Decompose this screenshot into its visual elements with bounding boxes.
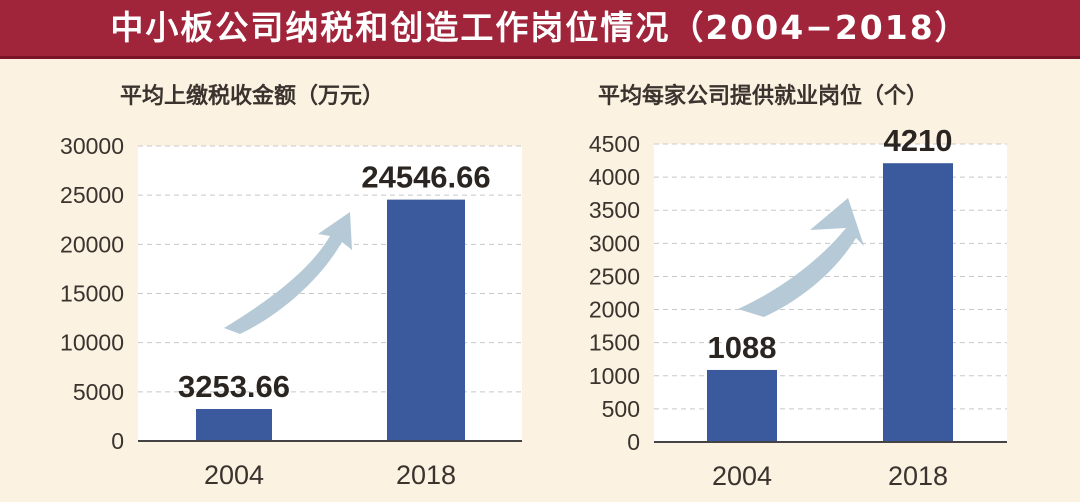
y-tick-label: 1500 — [589, 330, 640, 356]
y-tick-label: 1000 — [589, 363, 640, 389]
y-tick-label: 20000 — [60, 231, 124, 257]
y-tick-label: 5000 — [73, 379, 124, 405]
y-tick-label: 4000 — [589, 164, 640, 190]
y-tick-label: 2000 — [589, 297, 640, 323]
y-tick-label: 10000 — [60, 330, 124, 356]
y-tick-label: 15000 — [60, 281, 124, 307]
growth-arrow-icon — [738, 198, 864, 317]
y-tick-label: 3000 — [589, 230, 640, 256]
y-tick-label: 0 — [627, 429, 640, 455]
chart-1-title: 平均上缴税收金额（万元） — [120, 84, 385, 109]
x-tick-label: 2018 — [888, 461, 948, 491]
y-tick-label: 3500 — [589, 197, 640, 223]
plot-area — [654, 144, 1007, 442]
data-label: 24546.66 — [361, 160, 490, 195]
y-tick-label: 25000 — [60, 182, 124, 208]
bar — [387, 199, 465, 441]
y-tick-label: 0 — [111, 428, 124, 454]
growth-arrow-icon — [224, 212, 352, 334]
data-label: 4210 — [884, 123, 953, 158]
page-title: 中小板公司纳税和创造工作岗位情况（2004−2018） — [0, 0, 1080, 59]
x-tick-label: 2004 — [204, 460, 264, 490]
y-tick-label: 4500 — [589, 131, 640, 157]
x-tick-label: 2018 — [396, 460, 456, 490]
bar — [883, 163, 953, 442]
data-label: 3253.66 — [178, 369, 290, 404]
y-tick-label: 2500 — [589, 263, 640, 289]
x-tick-label: 2004 — [712, 461, 772, 491]
bar — [196, 409, 272, 441]
bar — [707, 369, 777, 442]
chart-2-title: 平均每家公司提供就业岗位（个） — [598, 84, 929, 109]
y-tick-label: 30000 — [60, 133, 124, 159]
data-label: 1088 — [708, 330, 777, 365]
y-tick-label: 500 — [602, 396, 640, 422]
